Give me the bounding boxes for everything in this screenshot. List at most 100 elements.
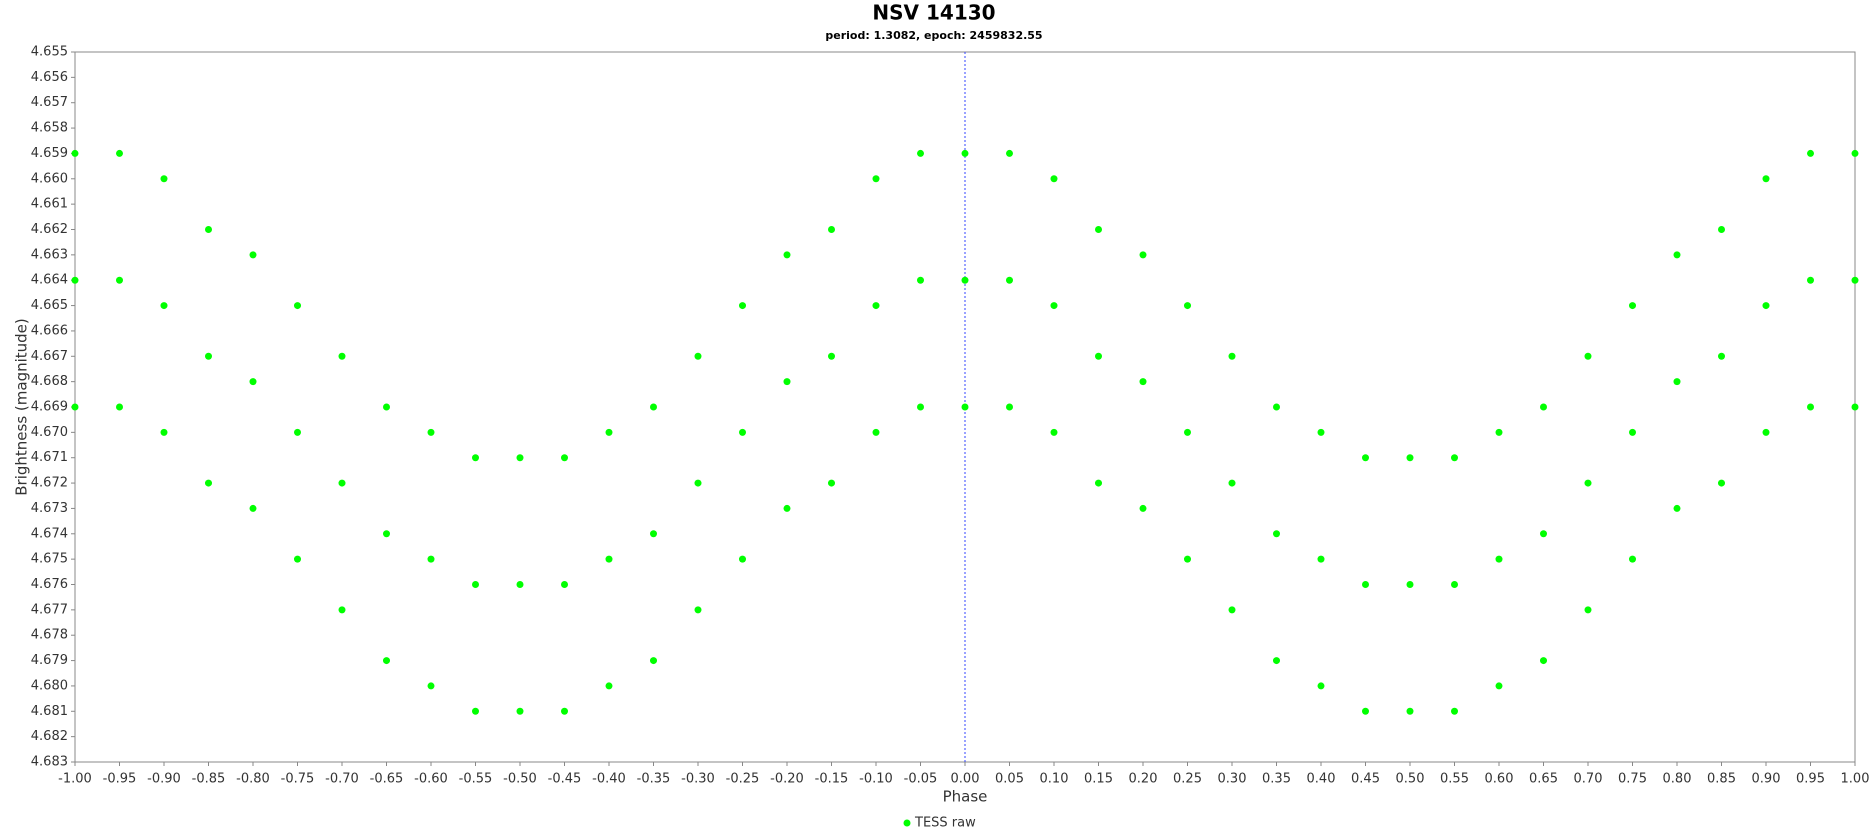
x-tick-label: 0.85: [1707, 772, 1736, 787]
y-tick-label: 4.659: [31, 146, 68, 161]
y-tick-label: 4.674: [31, 526, 68, 541]
x-tick-label: -0.10: [859, 772, 893, 787]
x-tick-label: -0.15: [815, 772, 849, 787]
data-point: [1540, 530, 1547, 538]
data-point: [1362, 581, 1369, 588]
data-point: [205, 479, 212, 487]
y-tick-label: 4.678: [31, 628, 68, 643]
data-point: [1273, 530, 1280, 538]
data-point: [1139, 504, 1147, 512]
y-tick-label: 4.683: [31, 755, 68, 770]
data-point: [917, 149, 924, 157]
y-tick-label: 4.682: [31, 729, 68, 744]
y-tick-label: 4.677: [31, 602, 68, 617]
data-point: [294, 302, 301, 310]
x-tick-label: 0.10: [1040, 772, 1069, 787]
x-tick-label: 0.90: [1752, 772, 1781, 787]
x-tick-label: 0.30: [1218, 772, 1247, 787]
data-point: [1673, 504, 1681, 512]
data-point: [383, 530, 390, 538]
data-point: [1495, 428, 1503, 436]
data-point: [516, 707, 524, 715]
data-point: [1006, 276, 1013, 284]
data-point: [961, 276, 969, 284]
data-point: [1451, 454, 1458, 462]
data-point: [1718, 226, 1725, 233]
data-point: [71, 149, 79, 157]
data-point: [650, 403, 657, 411]
data-point: [249, 251, 257, 259]
x-tick-label: 0.70: [1574, 772, 1603, 787]
x-tick-label: -0.05: [904, 772, 938, 787]
y-tick-label: 4.675: [31, 552, 68, 567]
x-tick-label: 0.60: [1485, 772, 1514, 787]
data-point: [472, 707, 479, 715]
x-tick-label: -0.75: [281, 772, 315, 787]
data-point: [472, 581, 479, 588]
x-tick-label: -0.30: [681, 772, 715, 787]
data-point: [1762, 175, 1770, 183]
data-point: [1273, 403, 1280, 411]
data-point: [116, 276, 123, 284]
chart-subtitle: period: 1.3082, epoch: 2459832.55: [825, 29, 1042, 42]
x-tick-label: 0.50: [1396, 772, 1425, 787]
data-point: [872, 302, 880, 310]
data-point: [1673, 378, 1681, 386]
y-axis-label: Brightness (magnitude): [13, 318, 31, 496]
y-tick-label: 4.667: [31, 349, 68, 364]
data-point: [828, 479, 835, 487]
data-point: [1184, 555, 1191, 563]
y-tick-label: 4.657: [31, 95, 68, 110]
data-point: [116, 149, 123, 157]
y-tick-label: 4.679: [31, 653, 68, 668]
data-point: [1184, 302, 1191, 310]
y-tick-label: 4.662: [31, 222, 68, 237]
data-point: [1718, 479, 1725, 487]
x-tick-label: -0.60: [414, 772, 448, 787]
data-point: [1050, 428, 1058, 436]
data-point: [1807, 276, 1814, 284]
data-point: [783, 378, 791, 386]
data-point: [1095, 226, 1102, 233]
data-point: [828, 352, 835, 360]
data-point: [694, 352, 702, 360]
data-point: [427, 682, 435, 690]
data-point: [160, 175, 168, 183]
x-tick-label: 0.00: [951, 772, 980, 787]
x-axis-label: Phase: [943, 788, 988, 806]
data-point: [1807, 149, 1814, 157]
data-point: [1273, 657, 1280, 665]
x-tick-label: 0.15: [1084, 772, 1113, 787]
data-point: [1540, 657, 1547, 665]
data-point: [1228, 606, 1236, 614]
data-point: [1006, 403, 1013, 411]
data-point: [917, 276, 924, 284]
y-tick-label: 4.656: [31, 70, 68, 85]
y-tick-label: 4.676: [31, 577, 68, 592]
x-tick-label: 0.65: [1529, 772, 1558, 787]
data-point: [338, 606, 346, 614]
data-point: [1317, 428, 1325, 436]
data-point: [1851, 403, 1859, 411]
data-point: [1184, 428, 1191, 436]
y-tick-label: 4.665: [31, 298, 68, 313]
y-tick-label: 4.680: [31, 678, 68, 693]
data-point: [383, 657, 390, 665]
y-tick-label: 4.681: [31, 704, 68, 719]
data-point: [71, 276, 79, 284]
x-tick-label: -0.90: [147, 772, 181, 787]
legend-label: TESS raw: [914, 816, 976, 831]
data-point: [1095, 479, 1102, 487]
data-point: [1406, 454, 1414, 462]
data-point: [116, 403, 123, 411]
data-point: [1495, 682, 1503, 690]
x-tick-label: 0.35: [1262, 772, 1291, 787]
x-tick-label: -0.25: [726, 772, 760, 787]
data-point: [694, 606, 702, 614]
data-point: [338, 352, 346, 360]
chart-title: NSV 14130: [872, 1, 995, 25]
y-tick-label: 4.661: [31, 197, 68, 212]
data-point: [1228, 479, 1236, 487]
data-point: [1807, 403, 1814, 411]
x-tick-label: 0.75: [1618, 772, 1647, 787]
